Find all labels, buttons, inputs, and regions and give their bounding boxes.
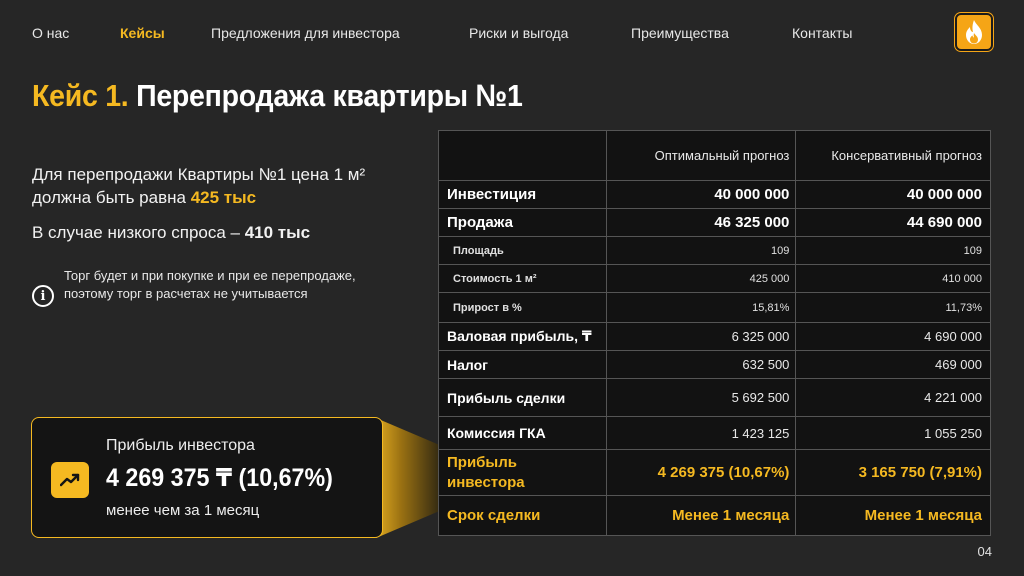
table-row: Прибыль сделки 5 692 500 4 221 000 (438, 378, 991, 417)
table-header-row: Оптимальный прогноз Консервативный прогн… (438, 130, 991, 181)
table-row-deal-term: Срок сделки Менее 1 месяца Менее 1 месяц… (438, 495, 991, 536)
row-label: Площадь (438, 236, 607, 265)
logo[interactable] (955, 13, 993, 51)
title-main: Перепродажа квартиры №1 (136, 78, 523, 113)
highlight-beam (376, 418, 438, 538)
row-optimal: 632 500 (605, 350, 797, 379)
row-label: Налог (438, 350, 607, 379)
row-optimal: 15,81% (605, 292, 797, 323)
row-optimal: Менее 1 месяца (605, 495, 797, 536)
info-icon: i (32, 285, 54, 307)
table-row: Продажа 46 325 000 44 690 000 (438, 208, 991, 237)
row-optimal: 5 692 500 (605, 378, 797, 417)
table-row: Прирост в % 15,81% 11,73% (438, 292, 991, 323)
table-row: Комиссия ГКА 1 423 125 1 055 250 (438, 416, 991, 450)
lead-price: 425 тыс (190, 188, 257, 207)
row-optimal: 46 325 000 (605, 208, 797, 237)
table-row-investor-profit: Прибыль инвестора 4 269 375 (10,67%) 3 1… (438, 449, 991, 496)
low-demand-text: В случае низкого спроса – 410 тыс (32, 221, 310, 244)
row-optimal: 40 000 000 (605, 180, 797, 209)
table-row: Стоимость 1 м² 425 000 410 000 (438, 264, 991, 293)
title-prefix: Кейс 1. (32, 78, 129, 113)
table-row: Налог 632 500 469 000 (438, 350, 991, 379)
flame-icon (966, 20, 982, 44)
investment-table: Оптимальный прогноз Консервативный прогн… (438, 130, 991, 536)
nav-item-contacts[interactable]: Контакты (792, 25, 853, 41)
nav-item-risks-benefits[interactable]: Риски и выгода (469, 25, 569, 41)
bargain-note: i Торг будет и при покупке и при ее пере… (32, 267, 362, 307)
card-label: Прибыль инвестора (106, 437, 255, 454)
row-label: Стоимость 1 м² (438, 264, 607, 293)
row-conservative: 1 055 250 (795, 416, 991, 450)
row-label: Продажа (438, 208, 607, 237)
row-optimal: 4 269 375 (10,67%) (605, 449, 797, 496)
lead-sentence: Для перепродажи Квартиры №1 цена 1 м² до… (32, 165, 366, 207)
row-label: Срок сделки (438, 495, 607, 536)
row-conservative: 40 000 000 (795, 180, 991, 209)
nav-item-about[interactable]: О нас (32, 25, 70, 41)
row-optimal: 6 325 000 (605, 322, 797, 351)
row-conservative: 410 000 (795, 264, 991, 293)
investor-profit-card: Прибыль инвестора 4 269 375 ₸ (10,67%) м… (31, 417, 383, 538)
header-empty (438, 130, 607, 181)
row-label: Прирост в % (438, 292, 607, 323)
nav-item-investor-offers[interactable]: Предложения для инвестора (211, 25, 400, 41)
table-row: Инвестиция 40 000 000 40 000 000 (438, 180, 991, 209)
row-optimal: 1 423 125 (605, 416, 797, 450)
row-conservative: 4 221 000 (795, 378, 991, 417)
low-demand-price: 410 тыс (244, 223, 311, 242)
row-conservative: 4 690 000 (795, 322, 991, 351)
row-optimal: 425 000 (605, 264, 797, 293)
row-conservative: 3 165 750 (7,91%) (795, 449, 991, 496)
nav-item-advantages[interactable]: Преимущества (631, 25, 729, 41)
nav-item-cases[interactable]: Кейсы (120, 25, 165, 41)
table-row: Площадь 109 109 (438, 236, 991, 265)
table-row: Валовая прибыль, ₸ 6 325 000 4 690 000 (438, 322, 991, 351)
card-value: 4 269 375 ₸ (10,67%) (106, 464, 333, 492)
row-label: Валовая прибыль, ₸ (438, 322, 607, 351)
row-label: Прибыль инвестора (438, 449, 607, 496)
trending-up-icon (51, 462, 89, 498)
page-title: Кейс 1. Перепродажа квартиры №1 (32, 78, 523, 114)
row-label: Прибыль сделки (438, 378, 607, 417)
top-nav: О нас Кейсы Предложения для инвестора Ри… (0, 0, 1024, 66)
header-conservative: Консервативный прогноз (795, 130, 991, 181)
row-conservative: 11,73% (795, 292, 991, 323)
row-conservative: 109 (795, 236, 991, 265)
row-optimal: 109 (605, 236, 797, 265)
row-label: Инвестиция (438, 180, 607, 209)
row-conservative: Менее 1 месяца (795, 495, 991, 536)
row-label: Комиссия ГКА (438, 416, 607, 450)
header-optimal: Оптимальный прогноз (605, 130, 797, 181)
row-conservative: 44 690 000 (795, 208, 991, 237)
bargain-note-text: Торг будет и при покупке и при ее перепр… (64, 268, 356, 301)
page-number: 04 (977, 544, 992, 559)
lead-text: Для перепродажи Квартиры №1 цена 1 м² до… (32, 163, 422, 209)
low-demand-sentence: В случае низкого спроса – (32, 223, 240, 242)
card-subtext: менее чем за 1 месяц (106, 502, 260, 519)
row-conservative: 469 000 (795, 350, 991, 379)
